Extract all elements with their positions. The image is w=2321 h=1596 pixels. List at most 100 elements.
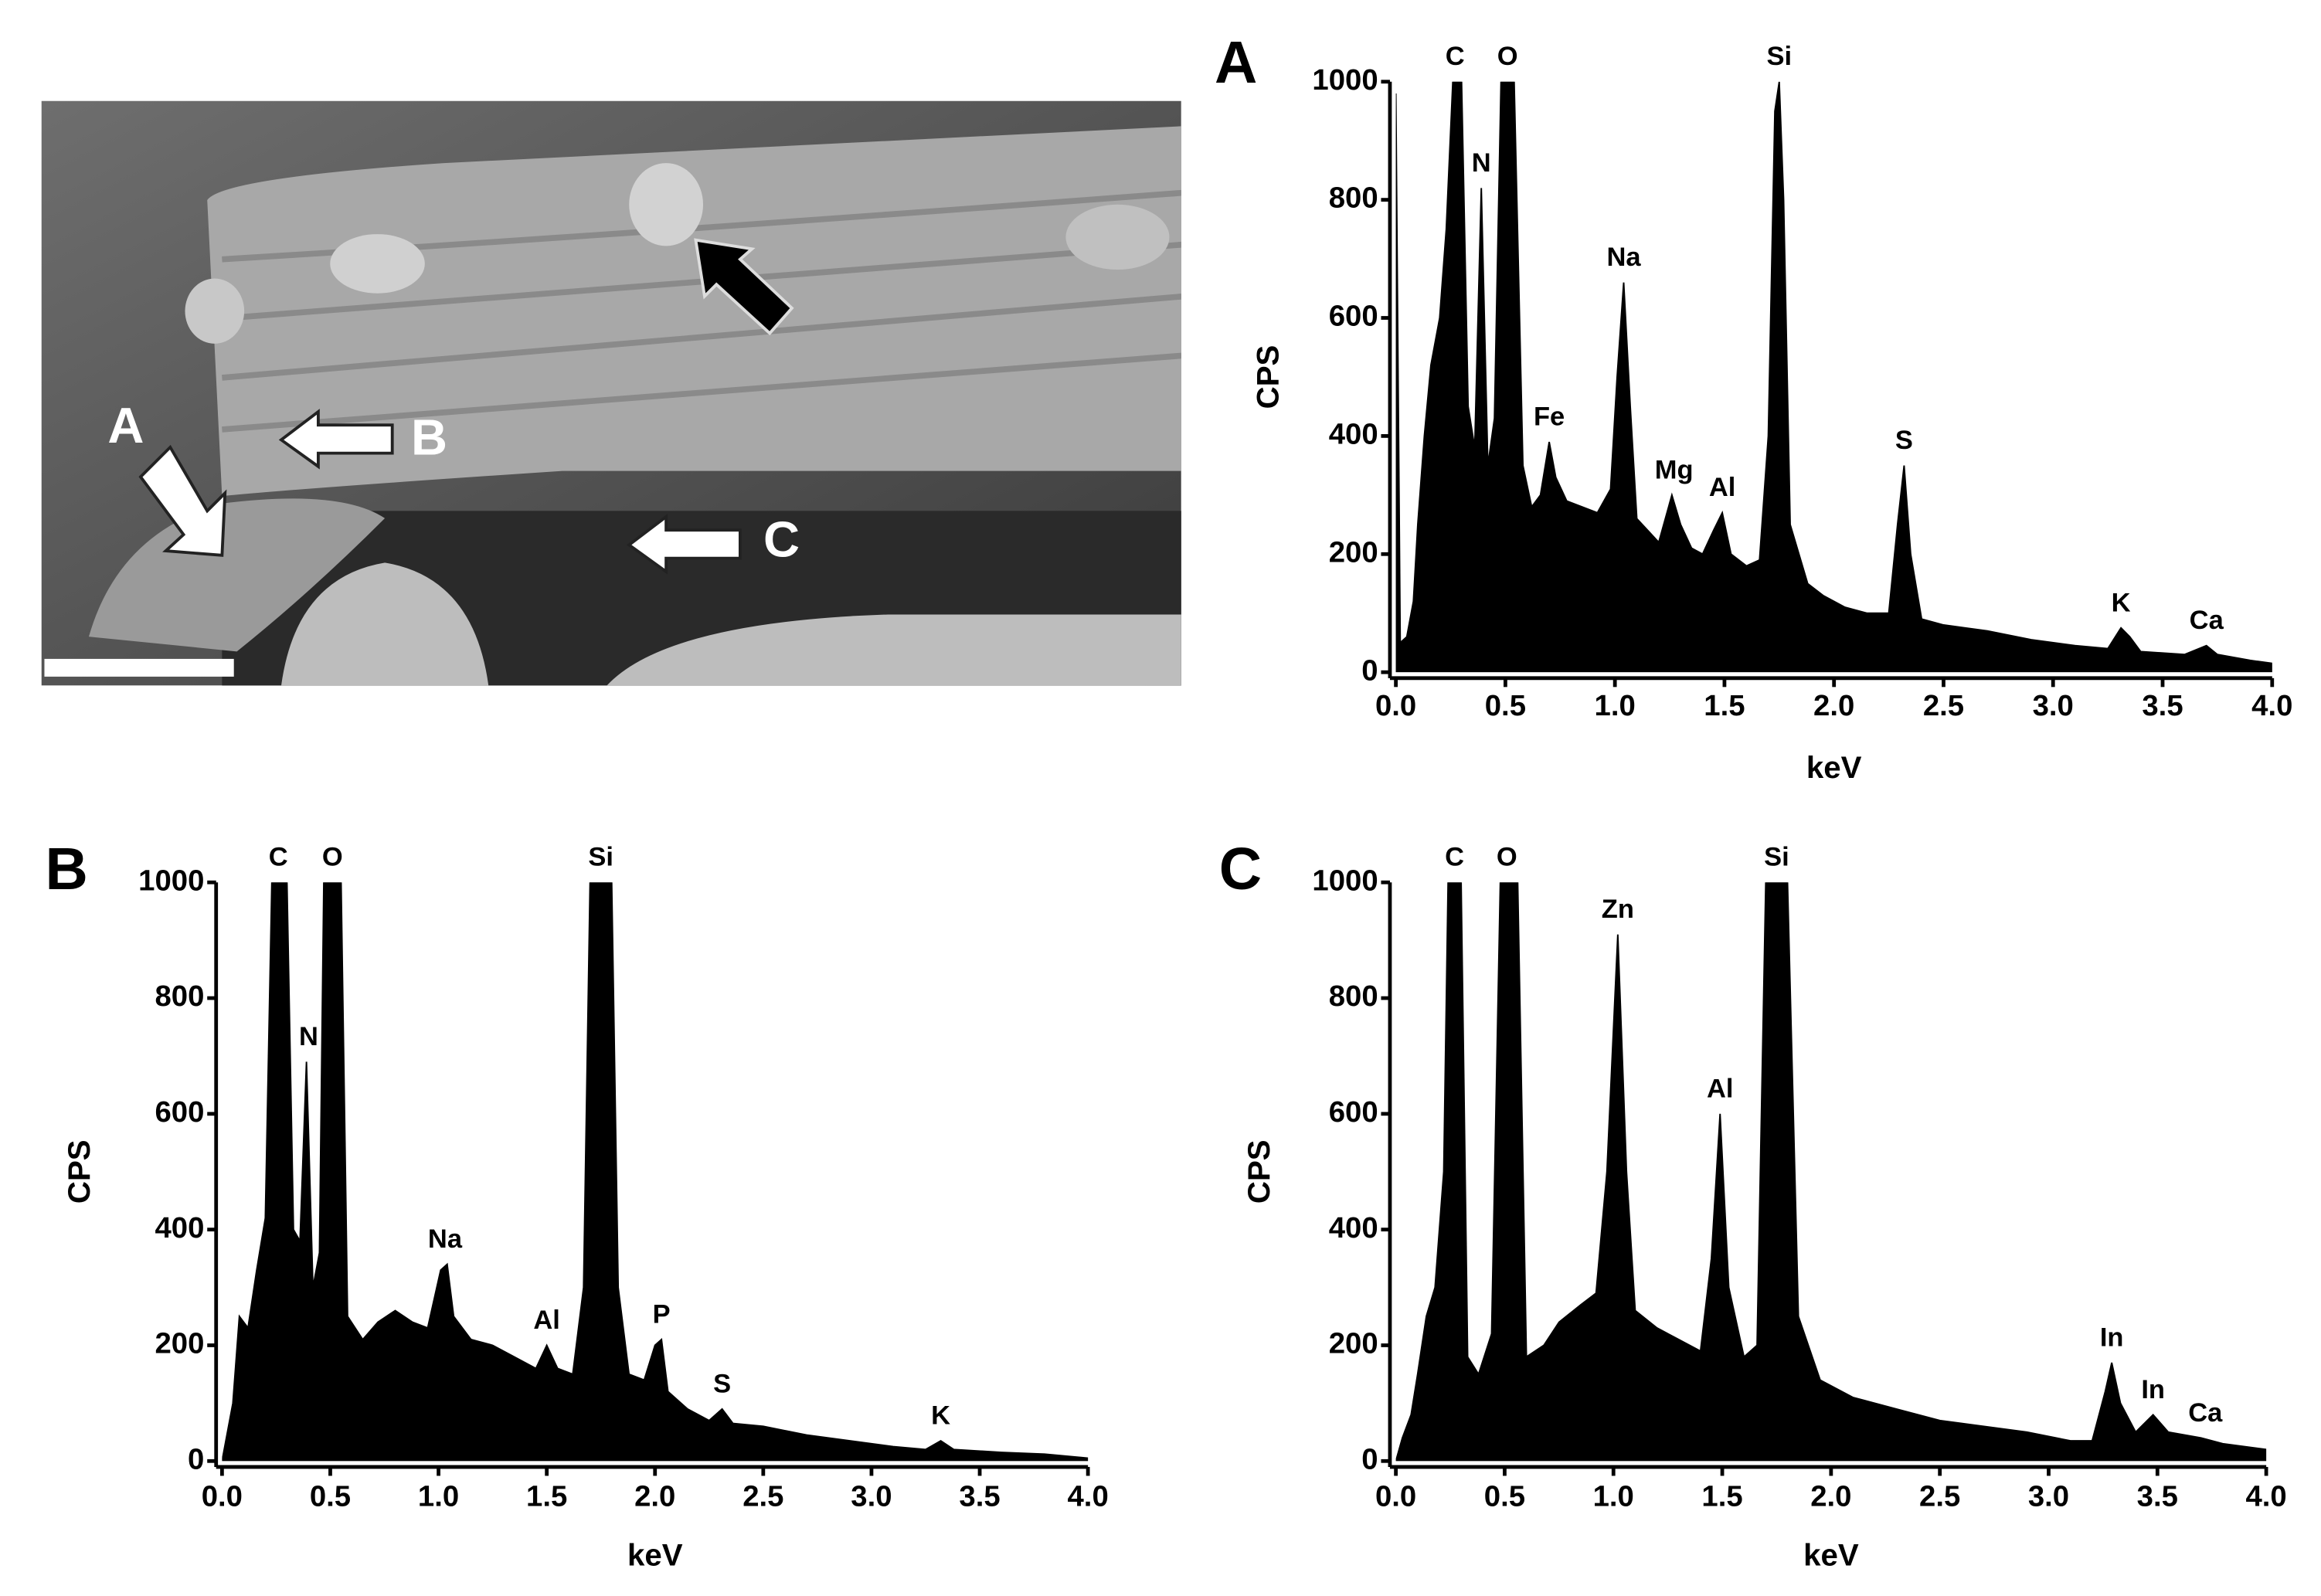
y-tick-label: 200 — [1329, 535, 1378, 569]
image-label: B — [411, 409, 447, 465]
x-tick-label: 1.5 — [526, 1479, 567, 1513]
y-axis-label: CPS — [1250, 345, 1285, 409]
x-tick-label: 3.0 — [851, 1479, 892, 1513]
x-tick-label: 1.0 — [1595, 689, 1636, 722]
y-tick-label: 400 — [155, 1211, 204, 1245]
arrow-a — [138, 444, 227, 557]
peak-label: O — [1497, 843, 1517, 872]
spectrum-chart: 0 200 400 600 800 1000 0.0 0.5 1.0 1.5 2.0 2.5 3.0 3.… — [1215, 30, 2292, 785]
x-tick-label: 0.5 — [1484, 1479, 1525, 1513]
peak-label: In — [2100, 1323, 2124, 1352]
peak-label: Fe — [1534, 402, 1565, 431]
spectrum-area — [222, 882, 1089, 1462]
y-tick-label: 1000 — [1312, 63, 1378, 97]
panel-label: B — [46, 837, 88, 902]
panel-label: C — [1219, 837, 1262, 902]
peak-label: Si — [1764, 843, 1789, 872]
peak-label: In — [2141, 1375, 2165, 1404]
sem-image — [41, 100, 1181, 686]
x-tick-label: 3.5 — [959, 1479, 1000, 1513]
y-tick-label: 800 — [1329, 980, 1378, 1013]
plot-area — [222, 882, 1089, 1462]
peak-label: K — [931, 1401, 950, 1431]
peak-label: K — [2112, 588, 2131, 617]
x-tick-label: 0.5 — [310, 1479, 351, 1513]
diatom-lower — [607, 614, 1181, 686]
x-tick-label: 2.0 — [634, 1479, 675, 1513]
peak-label: Al — [533, 1306, 559, 1335]
x-tick-label: 4.0 — [1067, 1479, 1108, 1513]
x-tick-label: 3.5 — [2142, 689, 2183, 722]
x-tick-label: 1.5 — [1701, 1479, 1742, 1513]
peak-label: Na — [1606, 243, 1641, 272]
spectrum-area — [1395, 81, 2272, 673]
y-tick-label: 600 — [1329, 300, 1378, 333]
arrow-b — [278, 409, 394, 470]
x-tick-label: 2.5 — [743, 1479, 783, 1513]
peak-label: O — [1497, 42, 1518, 71]
x-tick-label: 4.0 — [2245, 1479, 2286, 1513]
x-axis-label: keV — [1803, 1537, 1859, 1572]
x-axis-label: keV — [627, 1537, 683, 1572]
scale-bar — [44, 658, 234, 677]
peak-label: P — [653, 1299, 671, 1329]
y-tick-label: 0 — [1361, 1442, 1378, 1475]
spectrum-area — [1395, 882, 2267, 1462]
peak-label: S — [1895, 426, 1913, 455]
y-tick-label: 800 — [155, 980, 204, 1013]
peak-label: Mg — [1655, 455, 1694, 484]
peak-label: O — [322, 843, 343, 872]
arrow-c — [627, 514, 742, 575]
peak-label: Al — [1707, 1074, 1733, 1103]
x-tick-label: 0.0 — [1375, 689, 1416, 722]
x-tick-label: 2.5 — [1919, 1479, 1960, 1513]
peak-label: S — [713, 1369, 731, 1398]
x-tick-label: 3.0 — [2028, 1479, 2069, 1513]
y-tick-label: 1000 — [138, 864, 204, 897]
peak-label: Si — [588, 843, 613, 872]
x-axis-label: keV — [1806, 750, 1862, 785]
y-tick-label: 600 — [1329, 1095, 1378, 1129]
diatom-frustule — [207, 126, 1181, 497]
x-tick-label: 3.0 — [2033, 689, 2074, 722]
peak-label: Zn — [1602, 895, 1634, 924]
y-tick-label: 200 — [1329, 1327, 1378, 1360]
y-tick-label: 1000 — [1312, 864, 1378, 897]
peak-label: C — [1446, 42, 1465, 71]
peak-label: Al — [1709, 473, 1735, 502]
peak-label: C — [1445, 843, 1464, 872]
y-axis-label: CPS — [1242, 1139, 1276, 1204]
diatom-small — [281, 562, 489, 686]
x-tick-label: 0.5 — [1485, 689, 1526, 722]
y-tick-label: 400 — [1329, 1211, 1378, 1245]
peak-label: C — [269, 843, 288, 872]
panel-label: A — [1215, 30, 1257, 96]
spectrum-chart: 0 200 400 600 800 1000 0.0 0.5 1.0 1.5 2.0 2.5 3.0 3.… — [1219, 837, 2287, 1572]
peak-label: Ca — [2188, 1398, 2223, 1428]
peak-label: Na — [428, 1224, 463, 1254]
y-tick-label: 0 — [1361, 654, 1378, 687]
y-tick-label: 0 — [188, 1442, 204, 1475]
y-tick-label: 200 — [155, 1327, 204, 1360]
debris — [88, 498, 386, 652]
image-label: C — [763, 511, 800, 568]
x-tick-label: 1.5 — [1704, 689, 1745, 722]
y-tick-label: 600 — [155, 1095, 204, 1129]
image-label: A — [107, 397, 144, 453]
x-tick-label: 1.0 — [418, 1479, 459, 1513]
x-tick-label: 0.0 — [202, 1479, 243, 1513]
peak-label: Ca — [2190, 606, 2224, 635]
peak-label: N — [299, 1022, 318, 1051]
x-tick-label: 1.0 — [1593, 1479, 1634, 1513]
x-tick-label: 2.5 — [1923, 689, 1964, 722]
x-tick-label: 2.0 — [1813, 689, 1854, 722]
spectrum-chart: 0 200 400 600 800 1000 0.0 0.5 1.0 1.5 2.0 2.5 3.0 3.… — [46, 837, 1109, 1572]
x-tick-label: 3.5 — [2137, 1479, 2178, 1513]
plot-area — [1395, 882, 2267, 1462]
x-tick-label: 0.0 — [1375, 1479, 1416, 1513]
x-tick-label: 4.0 — [2251, 689, 2292, 722]
y-tick-label: 400 — [1329, 418, 1378, 451]
x-tick-label: 2.0 — [1810, 1479, 1851, 1513]
arrow-bacteria — [694, 238, 794, 336]
